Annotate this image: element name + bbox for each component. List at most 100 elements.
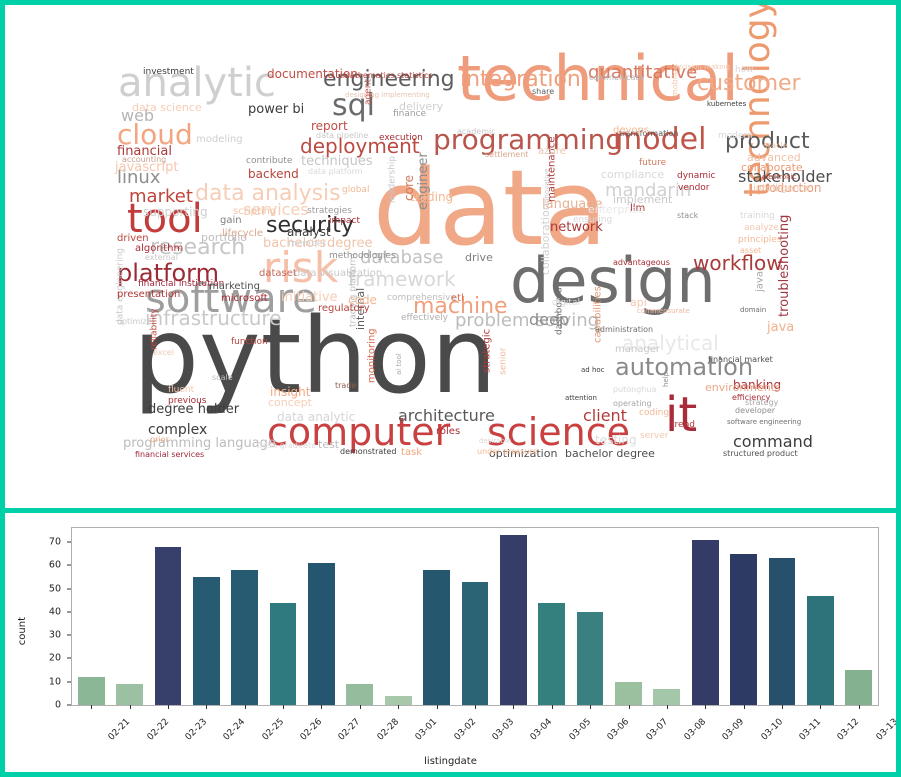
- bar[interactable]: [499, 535, 527, 705]
- bar[interactable]: [231, 569, 259, 705]
- word-decision-making: decision making: [673, 63, 731, 71]
- word-modern: modern: [718, 131, 753, 141]
- word-strategy: strategy: [745, 398, 779, 407]
- x-tick-label: 03-13: [874, 717, 896, 743]
- word-financial: financial: [117, 144, 172, 159]
- word-architecture: architecture: [398, 406, 495, 425]
- bar-slot: [763, 528, 801, 705]
- word-scripting: scripting: [233, 206, 277, 217]
- word-production: production: [757, 181, 822, 195]
- word-contribute: contribute: [246, 156, 293, 166]
- x-tick-label: 03-09: [720, 717, 747, 743]
- bar[interactable]: [730, 553, 757, 705]
- bar-slot: [686, 528, 724, 705]
- word-lifecycle: lifecycle: [222, 228, 264, 239]
- word-documentation: documentation: [267, 67, 358, 81]
- x-tick-mark: [590, 705, 592, 709]
- word-gain: gain: [220, 215, 242, 226]
- word-fresh-graduate: fresh graduate: [257, 441, 317, 450]
- word-delivery: delivery: [399, 100, 444, 113]
- word-workflow: workflow: [693, 251, 783, 275]
- x-tick-label: 03-08: [682, 717, 709, 743]
- x-tick-mark: [820, 705, 822, 709]
- y-tick-label: 60: [48, 559, 61, 571]
- word-llm: llm: [630, 203, 646, 214]
- word-engineering: engineering: [323, 67, 455, 92]
- word-strategic: strategic: [481, 328, 493, 373]
- word-risk: risk: [263, 243, 339, 292]
- y-tick-mark: [67, 681, 71, 683]
- word-degree: degree: [327, 236, 373, 251]
- word-designing-implementing: designing implementing: [345, 91, 430, 99]
- word-prior: prior: [150, 435, 169, 444]
- y-tick-label: 70: [48, 536, 61, 548]
- x-tick-mark: [551, 705, 553, 709]
- bar-slot: [379, 528, 417, 705]
- bar[interactable]: [768, 558, 796, 705]
- word-market: market: [129, 186, 193, 207]
- x-tick-label: 03-02: [452, 717, 478, 743]
- y-tick-label: 50: [48, 583, 61, 595]
- word-product: product: [725, 129, 810, 154]
- bar[interactable]: [845, 670, 873, 705]
- word-marketing: marketing: [209, 281, 260, 292]
- bar[interactable]: [269, 602, 297, 705]
- word-design: design: [510, 244, 716, 317]
- x-tick-mark: [283, 705, 285, 709]
- word-ad-hoc: ad hoc: [581, 366, 605, 374]
- wordcloud-panel: python data technical design computer science…: [5, 5, 896, 508]
- word-data-pipeline: data pipeline: [316, 131, 369, 140]
- bar-slot: [264, 528, 302, 705]
- y-tick-mark: [67, 611, 71, 613]
- bar[interactable]: [615, 681, 642, 705]
- bar[interactable]: [576, 611, 604, 705]
- bar[interactable]: [346, 684, 374, 705]
- word-senior: senior: [498, 347, 509, 375]
- bar-slot: [417, 528, 455, 705]
- bar-slot: [571, 528, 609, 705]
- word-client: client: [583, 406, 627, 425]
- bar-slot: [226, 528, 264, 705]
- word-stack: stack: [677, 211, 699, 220]
- bar[interactable]: [423, 569, 450, 705]
- word-operating: operating: [613, 399, 652, 408]
- bar[interactable]: [806, 595, 834, 705]
- word-regulatory: regulatory: [318, 303, 370, 314]
- bar-slot: [110, 528, 148, 705]
- bar[interactable]: [154, 546, 182, 705]
- word-leadership: leadership: [387, 155, 398, 203]
- bar[interactable]: [461, 581, 489, 705]
- word-data-analysis: data analysis: [195, 181, 341, 206]
- bar[interactable]: [116, 684, 143, 705]
- word-fluent: fluent: [168, 385, 195, 395]
- x-tick-mark: [782, 705, 784, 709]
- bar[interactable]: [77, 677, 105, 705]
- word-demonstrated: demonstrated: [340, 447, 397, 456]
- y-tick-label: 40: [48, 606, 61, 618]
- bar[interactable]: [691, 539, 719, 705]
- word-algorithm: algorithm: [135, 243, 184, 254]
- word-implement: implement: [613, 193, 673, 206]
- x-tick-mark: [244, 705, 246, 709]
- word-data-visualization: data visualization: [294, 268, 383, 279]
- bar-slot: [609, 528, 647, 705]
- bar[interactable]: [384, 695, 412, 705]
- y-axis-label: count: [17, 617, 28, 646]
- word-data-analytic: data analytic: [277, 410, 356, 424]
- word-settlement: settlement: [485, 150, 529, 159]
- word-coding: coding: [639, 408, 670, 418]
- word-tool: tool: [127, 196, 203, 242]
- word-kubernetes: kubernetes: [707, 100, 747, 108]
- bar[interactable]: [192, 576, 220, 705]
- bar-slot: [801, 528, 839, 705]
- word-digital: digital: [552, 298, 580, 308]
- bar-slot: [533, 528, 571, 705]
- bar[interactable]: [653, 688, 681, 705]
- word-dataset: dataset: [259, 268, 297, 279]
- x-tick-mark: [628, 705, 630, 709]
- word-platform: platform: [117, 259, 219, 287]
- bar[interactable]: [538, 602, 566, 705]
- bar-slot: [648, 528, 686, 705]
- word-transformation: transformation: [619, 129, 679, 138]
- bar[interactable]: [308, 562, 335, 705]
